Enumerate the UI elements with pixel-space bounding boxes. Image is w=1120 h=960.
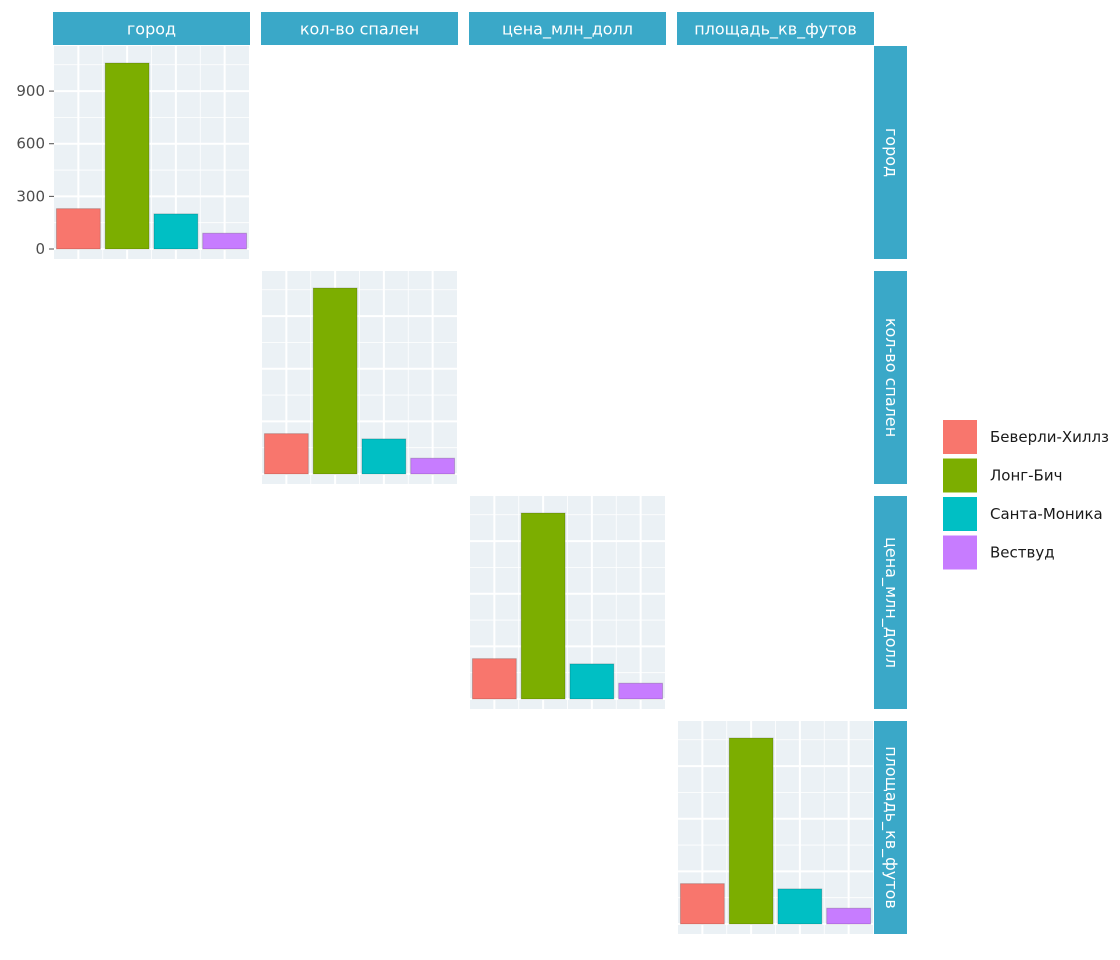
bar [679, 883, 725, 925]
column-strip-background [677, 12, 874, 45]
bar [618, 682, 664, 700]
legend: Беверли-Хиллз Лонг-Бич Санта-Моника Вествуд [943, 420, 1109, 570]
row-strip: город [874, 46, 907, 259]
panel [54, 46, 249, 259]
panel [470, 496, 665, 709]
row-strip: цена_млн_долл [874, 496, 907, 709]
column-strip: город [53, 12, 250, 45]
row-strip-label: город [882, 128, 901, 177]
legend-label: Вествуд [990, 544, 1055, 562]
bar [569, 663, 615, 700]
y-tick-label: 900 [16, 82, 45, 100]
panel [262, 271, 457, 484]
legend-label: Беверли-Хиллз [990, 428, 1109, 446]
bar [361, 438, 407, 475]
bar [728, 737, 774, 925]
bar [202, 232, 248, 250]
legend-item: Лонг-Бич [943, 458, 1062, 493]
bar [312, 287, 358, 475]
y-tick-label: 0 [35, 240, 45, 258]
column-strip-background [53, 12, 250, 45]
column-strip: цена_млн_долл [469, 12, 666, 45]
bar [263, 433, 309, 475]
bar [410, 457, 456, 475]
column-strip-label: площадь_кв_футов [694, 20, 857, 40]
column-strip-label: город [127, 20, 176, 39]
bar [777, 888, 823, 925]
column-strips: город кол-во спален цена_млн_долл площадь_к… [53, 12, 874, 45]
bar [55, 208, 101, 250]
diagonal-panels [54, 46, 873, 934]
row-strip-background [874, 46, 907, 259]
y-axis: 0 300 600 900 [16, 82, 54, 258]
legend-key [943, 420, 977, 454]
y-tick-label: 600 [16, 135, 45, 153]
column-strip-background [261, 12, 458, 45]
row-strip-label: кол-во спален [882, 318, 901, 437]
row-strip-label: цена_млн_долл [881, 537, 901, 668]
column-strip: кол-во спален [261, 12, 458, 45]
bar [104, 62, 150, 250]
legend-key [943, 535, 977, 570]
column-strip-label: кол-во спален [300, 20, 419, 39]
legend-label: Санта-Моника [990, 505, 1103, 523]
bar [826, 907, 872, 925]
row-strip: площадь_кв_футов [874, 721, 907, 934]
row-strip-label: площадь_кв_футов [881, 746, 901, 909]
bar [153, 213, 199, 250]
column-strip-background [469, 12, 666, 45]
legend-key [943, 458, 977, 493]
bar [520, 512, 566, 700]
row-strip-background [874, 271, 907, 484]
column-strip-label: цена_млн_долл [502, 20, 633, 40]
y-tick-label: 300 [16, 187, 45, 205]
row-strip-background [874, 496, 907, 709]
legend-key [943, 497, 977, 531]
column-strip: площадь_кв_футов [677, 12, 874, 45]
legend-label: Лонг-Бич [990, 467, 1062, 485]
legend-item: Санта-Моника [943, 497, 1103, 531]
row-strip-background [874, 721, 907, 934]
row-strips: город кол-во спален цена_млн_долл площадь_к… [874, 46, 907, 934]
row-strip: кол-во спален [874, 271, 907, 484]
panel [678, 721, 873, 934]
bar [471, 658, 517, 700]
legend-item: Беверли-Хиллз [943, 420, 1109, 454]
legend-item: Вествуд [943, 535, 1055, 570]
